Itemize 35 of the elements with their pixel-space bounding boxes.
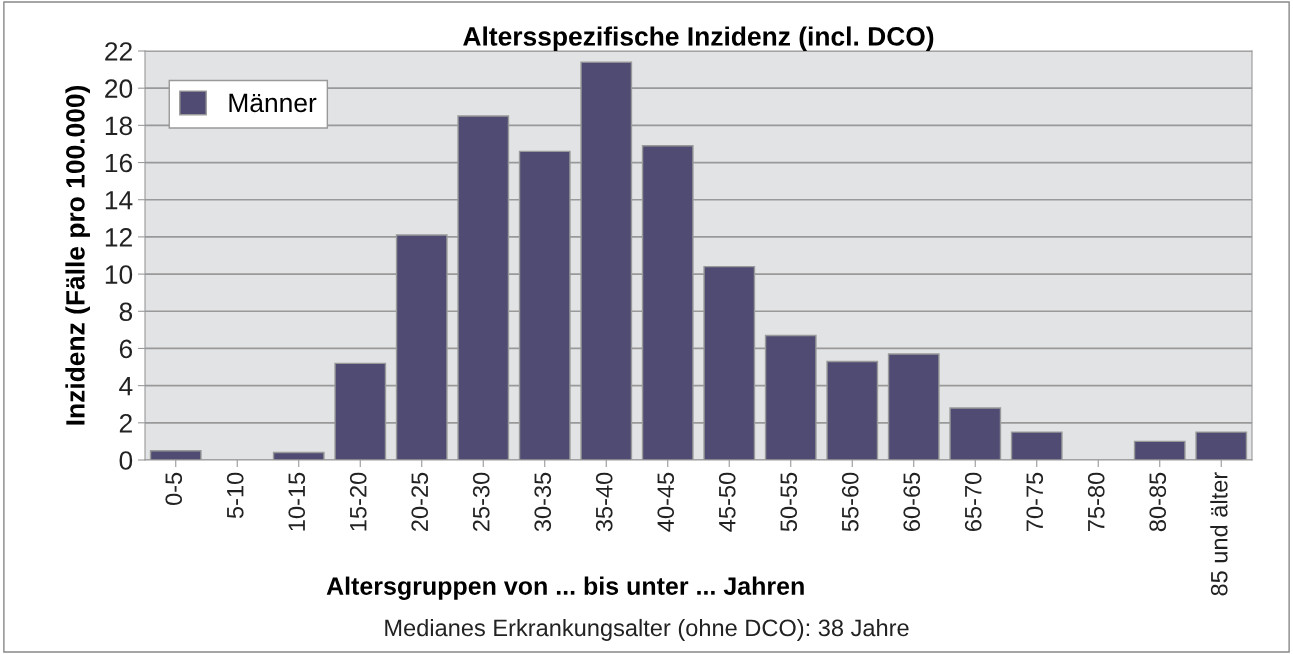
x-tick-label: 10-15 bbox=[288, 472, 306, 531]
text: Medianes Erkrankungsalter (ohne DCO): 38 Jahre bbox=[385, 618, 909, 641]
x-tick-label: 25-30 bbox=[472, 472, 490, 531]
x-tick-label: 80-85 bbox=[1149, 472, 1167, 532]
y-tick-label: 0 bbox=[119, 451, 133, 470]
x-tick-label: 30-35 bbox=[534, 472, 552, 532]
chart-title: Altersspezifische Inzidenz (incl. DCO) bbox=[463, 26, 934, 51]
x-tick-label: 45-50 bbox=[718, 472, 736, 532]
y-tick-label: 6 bbox=[119, 339, 133, 359]
x-tick-label: 15-20 bbox=[349, 472, 367, 531]
y-tick-label: 22 bbox=[105, 42, 132, 61]
x-tick-label: 70-75 bbox=[1026, 472, 1044, 531]
y-axis-title: Inzidenz (Fälle pro 100.000) bbox=[65, 85, 90, 425]
y-tick-label: 20 bbox=[105, 79, 133, 98]
x-tick-label: 0-5 bbox=[165, 472, 183, 506]
y-tick-label: 14 bbox=[105, 191, 133, 210]
y-tick-label: 4 bbox=[119, 377, 133, 396]
y-tick-label: 2 bbox=[119, 413, 132, 433]
x-tick-label: 75-80 bbox=[1087, 472, 1105, 531]
x-tick-label: 60-65 bbox=[903, 472, 921, 531]
x-tick-label: 50-55 bbox=[780, 472, 798, 532]
legend-label: Männer bbox=[229, 93, 317, 113]
x-tick-label: 85 und älter bbox=[1210, 472, 1228, 596]
y-tick-label: 10 bbox=[105, 265, 133, 284]
y-tick-label: 18 bbox=[105, 116, 133, 136]
x-tick-label: 5-10 bbox=[226, 472, 244, 519]
y-tick-label: 8 bbox=[119, 302, 133, 322]
x-tick-label: 65-70 bbox=[964, 472, 982, 531]
x-tick-label: 35-40 bbox=[595, 472, 613, 532]
y-tick-label: 12 bbox=[105, 228, 132, 247]
x-tick-label: 55-60 bbox=[841, 472, 859, 532]
x-tick-label: 20-25 bbox=[411, 472, 429, 531]
x-tick-label: 40-45 bbox=[657, 472, 675, 532]
y-tick-label: 16 bbox=[105, 153, 133, 173]
x-axis-title: Altersgruppen von ... bis unter ... Jahren bbox=[326, 576, 804, 600]
